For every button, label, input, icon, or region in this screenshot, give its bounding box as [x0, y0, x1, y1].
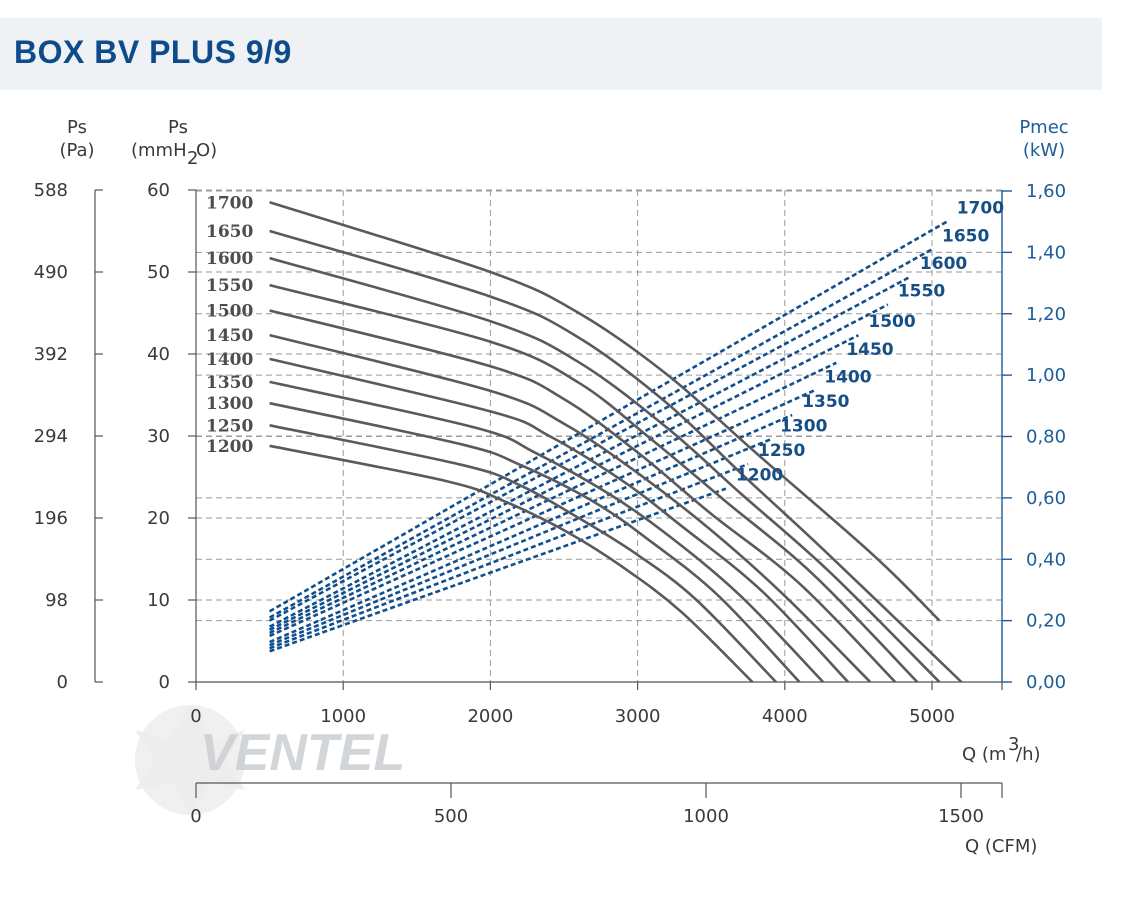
power-curve-label: 1700 — [957, 199, 1004, 219]
y-mm-axis-unit-b: O) — [196, 140, 217, 161]
power-curve-1650 — [268, 248, 933, 619]
power-curve-1350 — [269, 413, 793, 644]
y2-tick-label: 1,60 — [1026, 181, 1066, 202]
pressure-curve-1400 — [269, 357, 850, 683]
power-curve-label: 1300 — [780, 417, 827, 437]
pressure-curve-label: 1300 — [206, 394, 253, 414]
pressure-curve-1600 — [269, 256, 941, 683]
y2-tick-label: 0,60 — [1026, 488, 1066, 509]
x-tick-label: 2000 — [467, 706, 513, 727]
x-tick-label: 5000 — [909, 706, 955, 727]
y-mm-tick-label: 10 — [147, 590, 170, 611]
ventel-logo-watermark — [135, 705, 245, 815]
x2-tick-label: 1000 — [683, 806, 729, 827]
pressure-curves — [269, 201, 963, 683]
y2-tick-label: 0,20 — [1026, 611, 1066, 632]
y-pa-tick-label: 392 — [34, 344, 68, 365]
y-pa-tick-label: 196 — [34, 508, 68, 529]
title-bar — [0, 18, 1102, 90]
y-mm-axis-unit-sub: 2 — [187, 148, 198, 169]
power-curve-label: 1350 — [802, 392, 849, 412]
pressure-curve-label: 1550 — [206, 276, 253, 296]
curve-labels: 1700165016001550150014501400135013001250… — [206, 193, 1004, 485]
pressure-curve-label: 1500 — [206, 302, 253, 322]
pressure-curve-label: 1350 — [206, 373, 253, 393]
y2-tick-label: 1,00 — [1026, 365, 1066, 386]
power-curve-1300 — [269, 438, 771, 647]
pressure-curve-1450 — [269, 333, 872, 683]
y-mm-axis-name: Ps — [168, 117, 188, 138]
x-tick-label: 1000 — [320, 706, 366, 727]
pressure-curve-1550 — [269, 283, 919, 683]
y2-tick-label: 0,40 — [1026, 549, 1066, 570]
power-curve-1200 — [269, 487, 727, 653]
x-tick-label: 4000 — [762, 706, 808, 727]
x-axis-label-sup: 3 — [1008, 734, 1019, 755]
x2-axis-label: Q (CFM) — [965, 836, 1037, 857]
power-curve-label: 1550 — [898, 282, 945, 302]
power-curve-label: 1250 — [758, 441, 805, 461]
y2-axis-name: Pmec — [1019, 117, 1068, 138]
power-curve-1450 — [269, 361, 837, 635]
pressure-curve-1700 — [269, 201, 941, 622]
pressure-curve-1350 — [269, 380, 825, 683]
pressure-curve-label: 1450 — [206, 326, 253, 346]
power-curve-label: 1600 — [920, 254, 967, 274]
pressure-curve-label: 1200 — [206, 437, 253, 457]
pressure-curve-label: 1700 — [206, 193, 253, 213]
y-pa-tick-label: 98 — [45, 590, 68, 611]
pressure-curve-1300 — [269, 401, 801, 683]
y-mm-tick-label: 20 — [147, 508, 170, 529]
y-mm-tick-label: 0 — [159, 672, 170, 693]
grid — [196, 189, 1002, 682]
y-pa-tick-label: 588 — [34, 180, 68, 201]
power-curve-1500 — [269, 334, 859, 631]
power-curve-1700 — [268, 220, 948, 613]
x-axis-label-a: Q (m — [962, 744, 1006, 765]
y-mm-tick-label: 60 — [147, 180, 170, 201]
y2-tick-label: 0,80 — [1026, 427, 1066, 448]
x-tick-label: 3000 — [615, 706, 661, 727]
power-curves — [268, 220, 948, 653]
pressure-curve-label: 1600 — [206, 249, 253, 269]
watermark-text: VENTEL — [200, 724, 405, 782]
power-curve-label: 1500 — [868, 312, 915, 332]
y-mm-tick-label: 30 — [147, 426, 170, 447]
y2-tick-label: 1,20 — [1026, 304, 1066, 325]
pressure-curve-label: 1400 — [206, 350, 253, 370]
x-tick-label: 0 — [190, 706, 201, 727]
x2-tick-label: 500 — [434, 806, 468, 827]
y-pa-axis-unit: (Pa) — [59, 140, 94, 161]
pressure-curve-1650 — [269, 229, 963, 683]
power-curve-1600 — [268, 275, 911, 622]
power-curve-1400 — [269, 389, 815, 638]
y2-tick-label: 1,40 — [1026, 242, 1066, 263]
pressure-curve-1500 — [269, 309, 897, 683]
y-mm-tick-label: 50 — [147, 262, 170, 283]
y-mm-axis-unit-a: (mmH — [131, 140, 187, 161]
y-pa-tick-label: 490 — [34, 262, 68, 283]
power-curve-label: 1450 — [846, 340, 893, 360]
pressure-curve-label: 1650 — [206, 222, 253, 242]
power-curve-1550 — [268, 303, 889, 628]
pressure-curve-1200 — [269, 444, 754, 683]
chart-title: BOX BV PLUS 9/9 — [14, 34, 292, 70]
y-pa-axis-name: Ps — [67, 117, 87, 138]
axes: 01020304050600981962943924905880,000,200… — [34, 180, 1066, 827]
power-curve-label: 1650 — [942, 226, 989, 246]
power-curve-label: 1400 — [824, 367, 871, 387]
y2-axis-unit: (kW) — [1023, 140, 1065, 161]
x2-tick-label: 1500 — [938, 806, 984, 827]
y-mm-tick-label: 40 — [147, 344, 170, 365]
pressure-curve-label: 1250 — [206, 416, 253, 436]
y-pa-tick-label: 0 — [57, 672, 68, 693]
pressure-curve-1250 — [269, 424, 777, 683]
x2-tick-label: 0 — [190, 806, 201, 827]
power-curve-label: 1200 — [736, 466, 783, 486]
y2-tick-label: 0,00 — [1026, 672, 1066, 693]
y-pa-tick-label: 294 — [34, 426, 68, 447]
x-axis-label-b: /h) — [1016, 744, 1041, 765]
